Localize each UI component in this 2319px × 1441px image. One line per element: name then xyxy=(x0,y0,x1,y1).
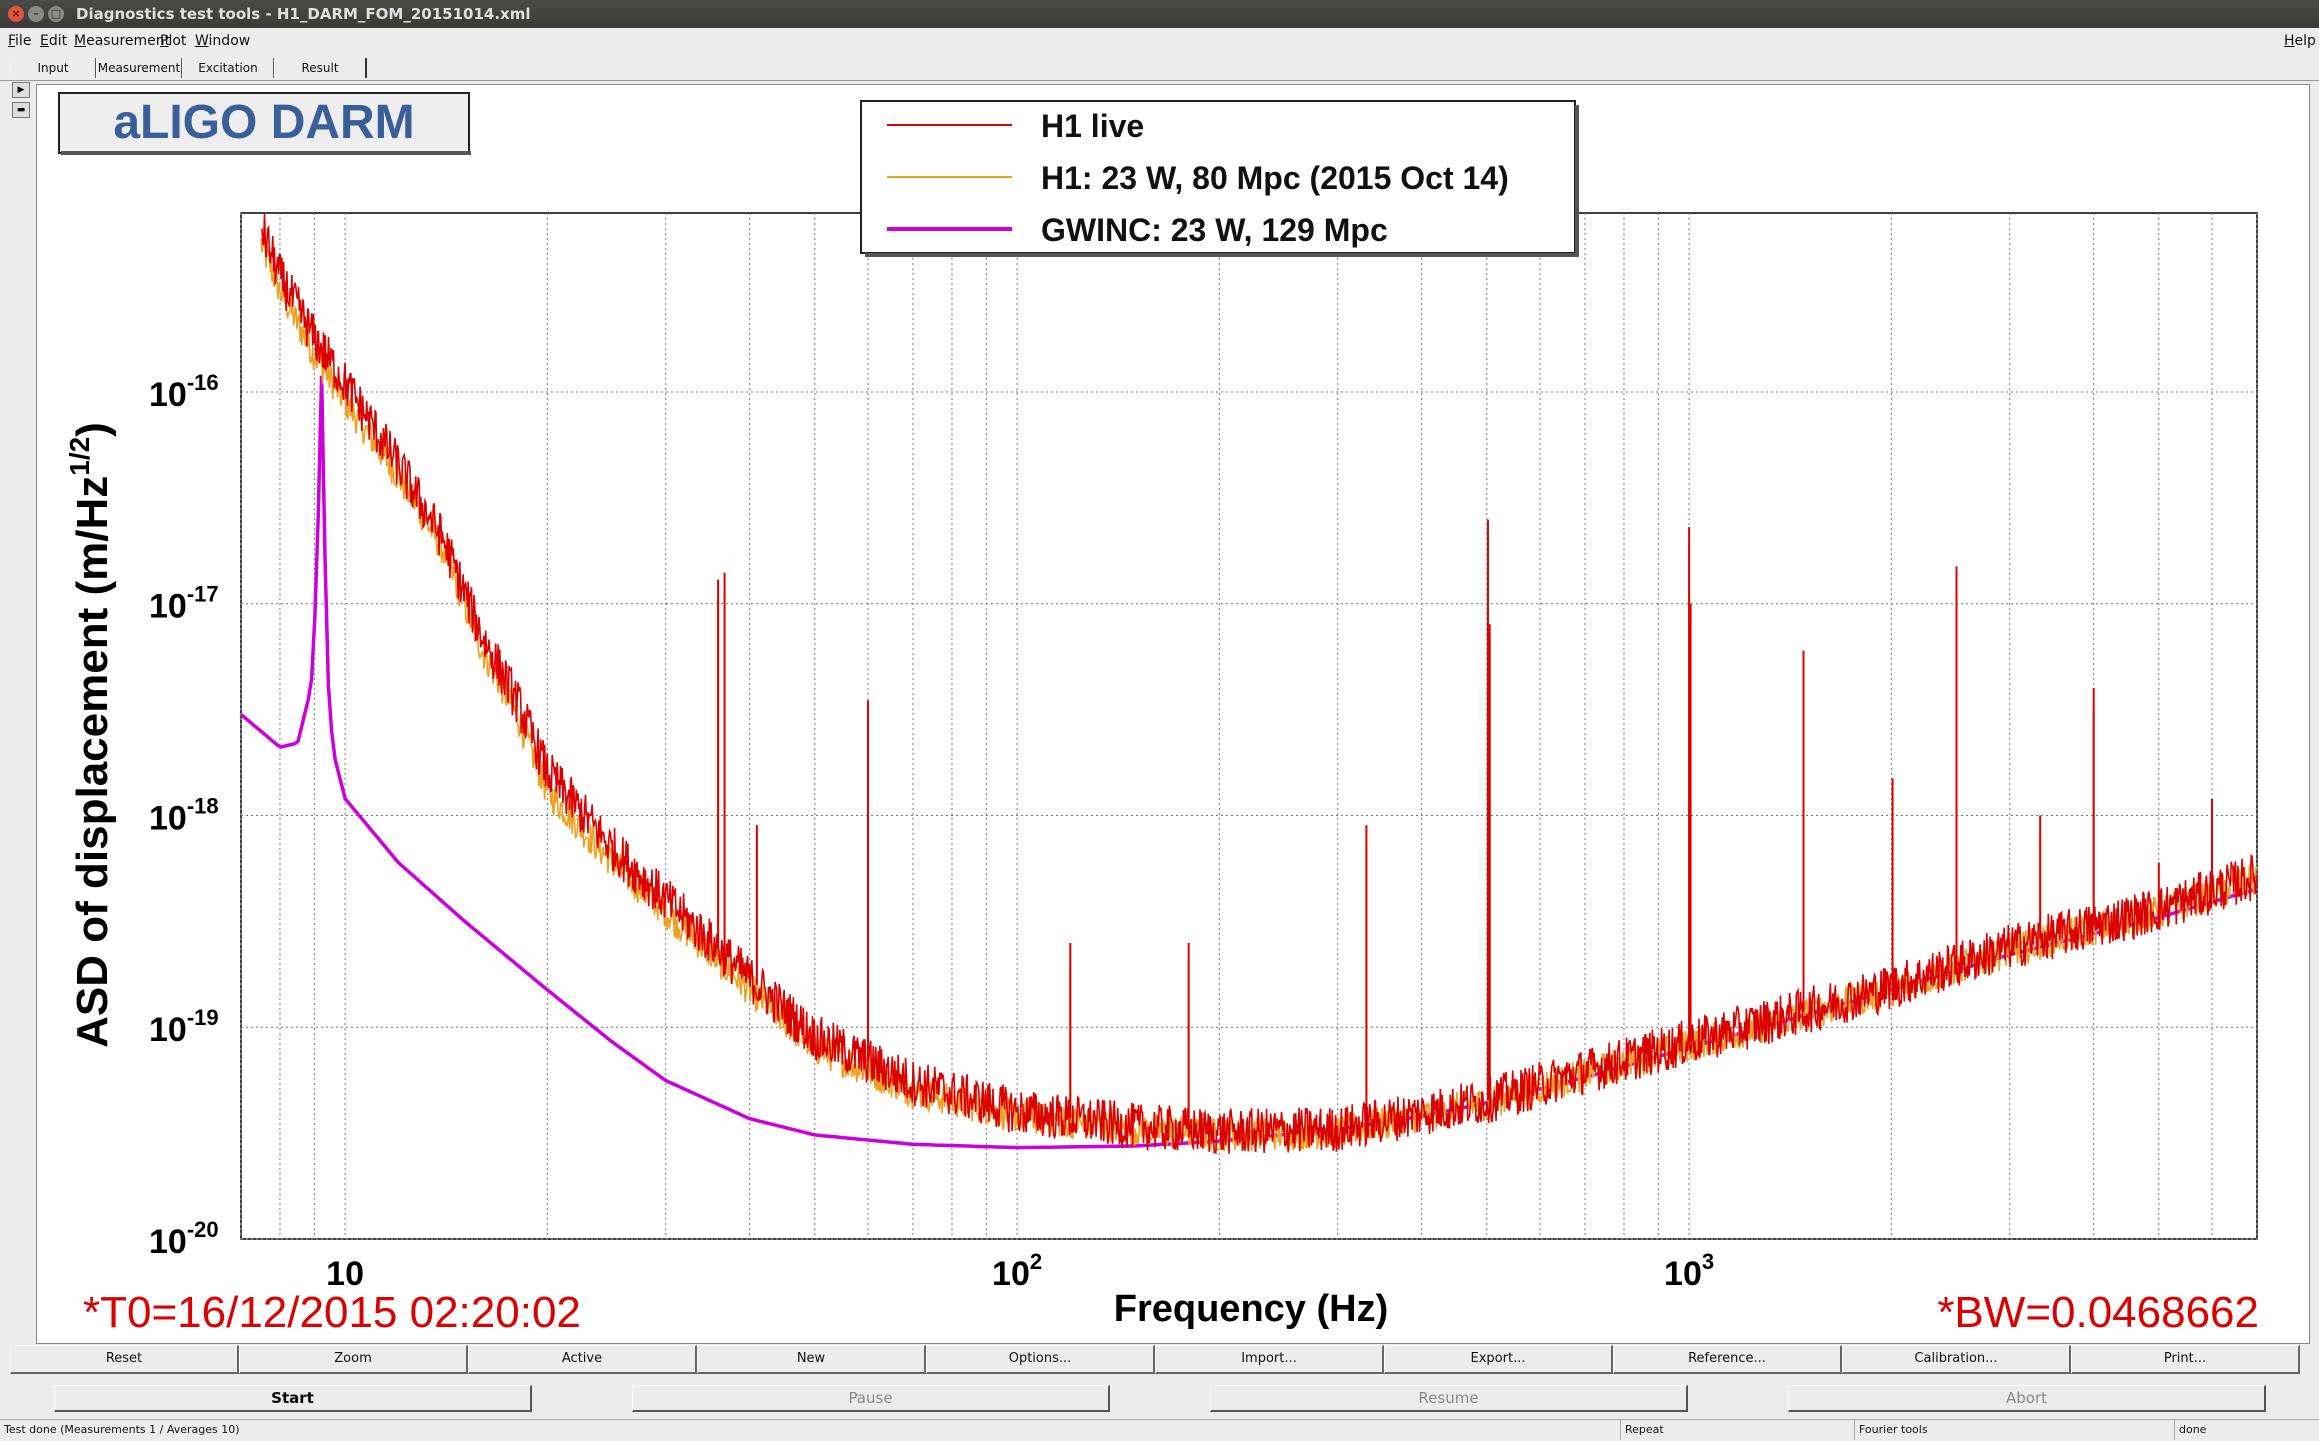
print-button[interactable]: Print... xyxy=(2071,1345,2300,1374)
plot-border xyxy=(240,212,2258,1240)
export-button[interactable]: Export... xyxy=(1384,1345,1613,1374)
left-toolstrip: ▶ ▬ xyxy=(12,82,34,122)
menu-measurement[interactable]: Measurement xyxy=(74,33,171,49)
tab-measurement[interactable]: Measurement xyxy=(96,58,183,78)
legend-label-gwinc: GWINC: 23 W, 129 Mpc xyxy=(1041,212,1388,248)
plot-frame xyxy=(240,212,2258,1240)
tab-input[interactable]: Input xyxy=(10,58,97,78)
menu-file[interactable]: File xyxy=(8,33,32,49)
x-axis-label: Frequency (Hz) xyxy=(1114,1288,1388,1330)
window-titlebar: × – □ Diagnostics test tools - H1_DARM_F… xyxy=(0,0,2319,28)
y-tick-label: 10-20 xyxy=(149,1217,219,1261)
reference-button[interactable]: Reference... xyxy=(1613,1345,1842,1374)
plot-canvas[interactable]: aLIGO DARM 10 102 103 10-16 10-17 10-18 10-19 1… xyxy=(36,84,2310,1344)
run-control-row: Start Pause Resume Abort xyxy=(0,1385,2319,1415)
plot-button-row: Reset Zoom Active New Options... Import.… xyxy=(10,1345,2310,1374)
status-tool: Fourier tools xyxy=(1854,1420,2174,1440)
y-tick-label: 10-18 xyxy=(149,793,219,837)
x-tick-label: 102 xyxy=(992,1249,1042,1293)
calibration-button[interactable]: Calibration... xyxy=(1842,1345,2071,1374)
status-bar: Test done (Measurements 1 / Averages 10)… xyxy=(0,1419,2319,1441)
plot-title-box: aLIGO DARM xyxy=(58,92,471,155)
asd-plot-svg[interactable]: aLIGO DARM 10 102 10310-1610-1710-1810-191… xyxy=(37,85,2309,1343)
legend-label-h1-ref: H1: 23 W, 80 Mpc (2015 Oct 14) xyxy=(1041,160,1509,196)
x-tick-label: 10 xyxy=(326,1255,364,1293)
t0-timestamp: *T0=16/12/2015 02:20:02 xyxy=(83,1288,581,1337)
minimize-window-icon[interactable]: – xyxy=(28,6,44,22)
h1-reference-curve xyxy=(260,233,2258,1152)
start-button[interactable]: Start xyxy=(54,1385,532,1412)
plot-title: aLIGO DARM xyxy=(113,96,414,149)
menu-plot[interactable]: Plot xyxy=(160,33,187,49)
menu-bar: File Edit Measurement Plot Window Help xyxy=(0,28,2319,54)
bandwidth-readout: *BW=0.0468662 xyxy=(1937,1288,2259,1337)
y-tick-label: 10-16 xyxy=(149,370,219,414)
legend: H1 live H1: 23 W, 80 Mpc (2015 Oct 14) G… xyxy=(860,100,1579,257)
abort-button[interactable]: Abort xyxy=(1788,1385,2266,1412)
tab-excitation[interactable]: Excitation xyxy=(182,58,275,78)
menu-edit[interactable]: Edit xyxy=(40,33,68,49)
reset-button[interactable]: Reset xyxy=(10,1345,239,1374)
maximize-window-icon[interactable]: □ xyxy=(48,6,64,22)
status-main: Test done (Measurements 1 / Averages 10) xyxy=(4,1423,240,1436)
h1-live-curve xyxy=(260,213,2258,1155)
y-axis-label: ASD of displacement (m/Hz1/2) xyxy=(64,422,117,1048)
resume-button[interactable]: Resume xyxy=(1210,1385,1688,1412)
close-window-icon[interactable]: × xyxy=(8,6,24,22)
y-tick-label: 10-17 xyxy=(149,582,219,626)
collapse-icon[interactable]: ▬ xyxy=(12,102,30,118)
new-button[interactable]: New xyxy=(697,1345,926,1374)
plot-grid xyxy=(240,213,2258,1240)
active-button[interactable]: Active xyxy=(468,1345,697,1374)
status-state: done xyxy=(2174,1420,2319,1440)
y-tick-label: 10-19 xyxy=(149,1005,219,1049)
plot-ticks: 10 102 103 10-16 10-17 10-18 10-19 10-20 xyxy=(149,370,1714,1293)
expand-right-icon[interactable]: ▶ xyxy=(12,82,30,98)
tab-bar: Input Measurement Excitation Result xyxy=(0,56,2319,81)
options-button[interactable]: Options... xyxy=(926,1345,1155,1374)
import-button[interactable]: Import... xyxy=(1155,1345,1384,1374)
pause-button[interactable]: Pause xyxy=(632,1385,1110,1412)
tab-result[interactable]: Result xyxy=(274,58,367,78)
plot-curves xyxy=(239,213,2258,1155)
menu-window[interactable]: Window xyxy=(195,33,251,49)
zoom-button[interactable]: Zoom xyxy=(239,1345,468,1374)
window-title: Diagnostics test tools - H1_DARM_FOM_201… xyxy=(76,5,531,23)
status-mode: Repeat xyxy=(1620,1420,1854,1440)
legend-label-h1-live: H1 live xyxy=(1041,108,1144,144)
x-tick-label: 103 xyxy=(1664,1249,1714,1293)
menu-help[interactable]: Help xyxy=(2284,33,2316,49)
